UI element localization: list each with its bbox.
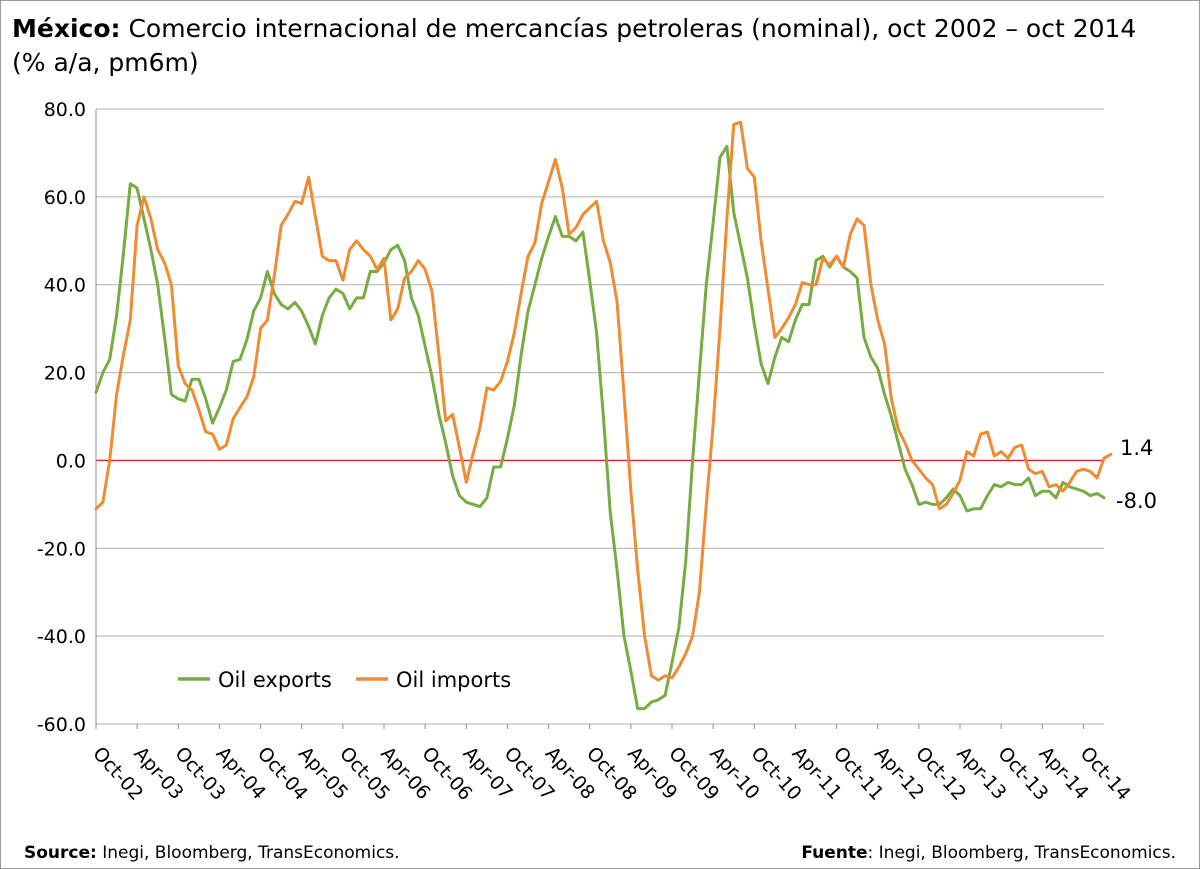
chart-title-text: Comercio internacional de mercancías pet…	[120, 14, 1137, 43]
oil-exports-line	[94, 144, 1106, 711]
source-label: Source:	[24, 843, 97, 863]
oil-imports-end-label: 1.4	[1120, 436, 1153, 460]
legend-item-oil-imports: Oil imports	[356, 668, 511, 692]
y-tick-label: 40.0	[44, 275, 86, 297]
fuente-note: Fuente: Inegi, Bloomberg, TransEconomics…	[801, 843, 1176, 863]
y-tick-label: 20.0	[44, 363, 86, 385]
chart-title-bold: México:	[12, 14, 121, 43]
series-group	[94, 120, 1113, 711]
y-tick-label: -40.0	[37, 626, 86, 648]
oil-exports-end-label: -8.0	[1116, 489, 1157, 513]
y-tick-label: -60.0	[37, 714, 86, 736]
source-note: Source: Inegi, Bloomberg, TransEconomics…	[24, 843, 400, 863]
chart-title: México: Comercio internacional de mercan…	[12, 14, 1136, 44]
legend-item-oil-exports: Oil exports	[178, 668, 332, 692]
legend-label: Oil imports	[396, 668, 511, 692]
legend: Oil exports Oil imports	[178, 668, 511, 692]
fuente-label: Fuente	[801, 843, 868, 863]
chart-subtitle: (% a/a, pm6m)	[12, 48, 199, 77]
gridlines	[96, 108, 1104, 725]
end-labels: 1.4 -8.0	[1116, 436, 1157, 513]
legend-label: Oil exports	[218, 668, 332, 692]
x-axis: Oct-02Apr-03Oct-03Apr-04Oct-04Apr-05Oct-…	[88, 724, 1135, 805]
source-text: Inegi, Bloomberg, TransEconomics.	[96, 843, 400, 863]
oil-imports-line	[94, 120, 1113, 682]
y-tick-label: -20.0	[37, 538, 86, 560]
y-tick-label: 60.0	[44, 187, 86, 209]
fuente-text: : Inegi, Bloomberg, TransEconomics.	[867, 843, 1176, 863]
y-tick-label: 0.0	[56, 450, 86, 472]
y-axis: 80.0 60.0 40.0 20.0 0.0 -20.0 -40.0 -60.0	[37, 99, 97, 736]
y-tick-label: 80.0	[44, 99, 86, 121]
